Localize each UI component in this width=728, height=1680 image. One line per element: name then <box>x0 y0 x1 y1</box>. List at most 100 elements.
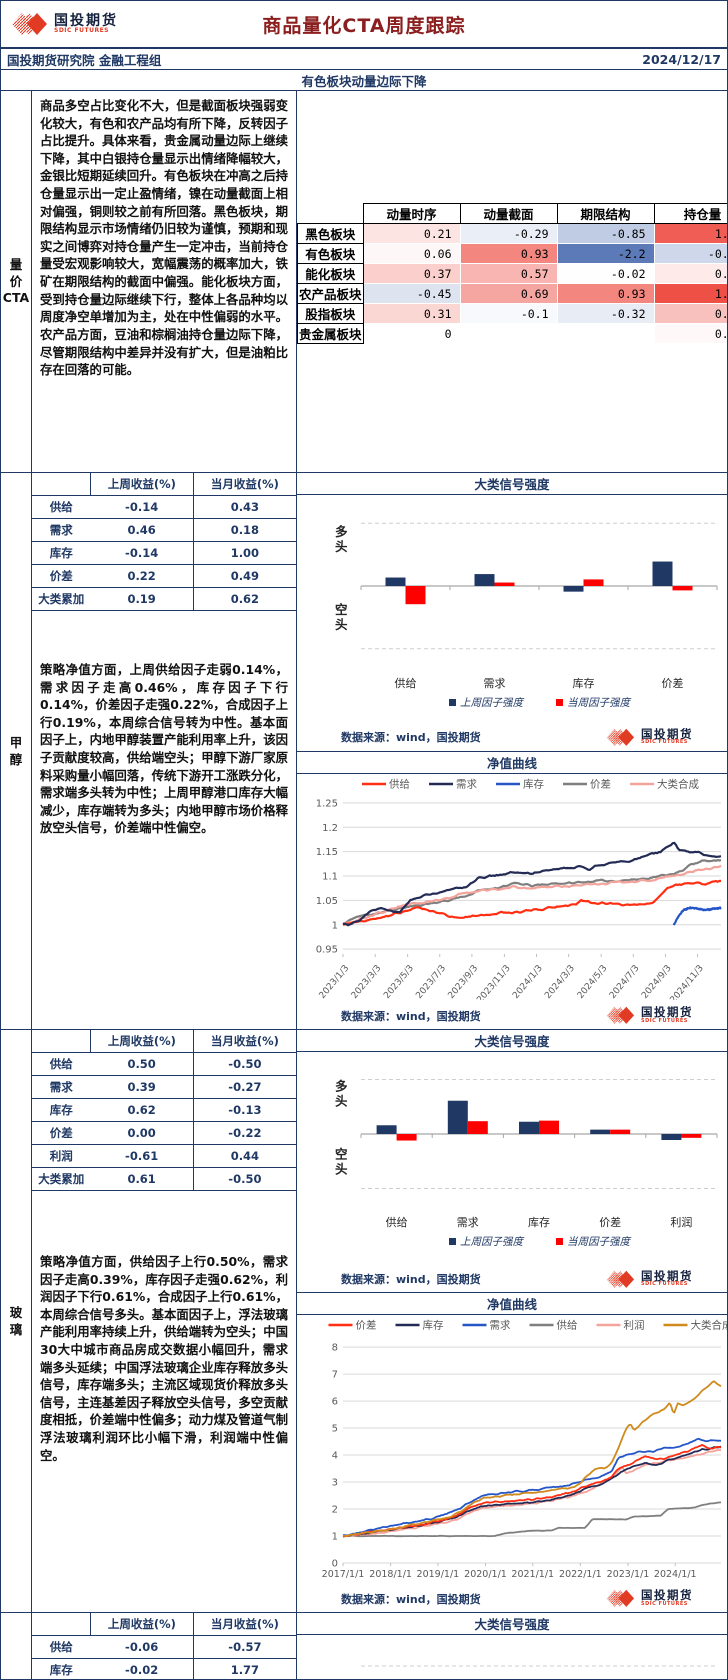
bar <box>672 586 693 591</box>
heatmap-row-label: 黑色板块 <box>297 223 364 244</box>
logo-cn: 国投期货 <box>641 1005 693 1020</box>
heatmap-cell: -0.1 <box>459 303 558 324</box>
returns-corner-cell <box>32 1030 91 1053</box>
x-tick-label: 2023/1/3 <box>318 963 352 999</box>
next-chart-col: 大类信号强度 多头 <box>297 1613 727 1679</box>
heatmap-cell: 0.37 <box>362 263 461 284</box>
x-tick-label: 2024/3/3 <box>543 963 577 999</box>
heatmap-row-label: 贵金属板块 <box>297 323 364 344</box>
returns-column-header: 当月收益(%) <box>192 1030 296 1053</box>
momentum-text-col: 商品多空占比变化不大，但是截面板块强弱变化较大，有色和农产品均有所下降，反转因子… <box>32 91 297 472</box>
next-signal-chart-partial: 多头 <box>361 1665 717 1667</box>
y-tick-label: 2 <box>332 1505 338 1516</box>
axis-direction-char: 多 <box>335 524 348 539</box>
y-tick-label: 8 <box>332 1343 338 1354</box>
y-tick-label: 1 <box>332 920 338 931</box>
return-value: -0.57 <box>192 1635 296 1659</box>
factor-label: 供给 <box>49 500 73 514</box>
momentum-heatmap-table: 动量时序动量截面期限结构持仓量黑色板块0.21-0.29-0.851.25有色板… <box>297 203 727 344</box>
y-tick-label: 0 <box>332 1559 338 1570</box>
legend-swatch <box>449 699 456 706</box>
heatmap-column-header: 动量时序 <box>362 203 461 224</box>
bar <box>681 1134 702 1138</box>
logo-diamond <box>618 728 635 746</box>
bar <box>405 586 426 605</box>
methanol-text-col: 上周收益(%) 当月收益(%) 供给 -0.14 0.43 需求 0.46 0.18 库存 -0.… <box>32 473 297 1029</box>
category-label: 需求 <box>484 677 506 690</box>
bar <box>583 579 604 586</box>
factor-label: 利润 <box>49 1149 73 1163</box>
return-value: 0.50 <box>127 1057 156 1071</box>
factor-label: 库存 <box>49 1103 73 1117</box>
axis-direction-char: 头 <box>335 1093 348 1108</box>
bar <box>590 1129 611 1134</box>
table-row: 供给 0.50 -0.50 <box>32 1052 296 1076</box>
factor-label: 价差 <box>49 1126 73 1140</box>
legend-label: 大类合成 <box>691 1319 728 1332</box>
report-date: 2024/12/17 <box>642 51 721 67</box>
heatmap-header-row: 动量时序 动量截面 期限结构 持仓量 <box>298 203 727 224</box>
heatmap-row-label: 有色板块 <box>297 243 364 264</box>
bar <box>376 1125 397 1134</box>
y-tick-label: 3 <box>332 1478 338 1489</box>
heatmap-head: 动量时序 动量截面 期限结构 持仓量 <box>298 203 727 224</box>
return-value: 0.46 <box>127 523 156 537</box>
source-row: 数据来源：wind，国投期货 国投期货 SDIC FUTURES <box>297 1587 727 1612</box>
heatmap-cell: -0.02 <box>556 263 655 284</box>
logo-en: SDIC FUTURES <box>641 739 688 746</box>
returns-head: 上周收益(%) 当月收益(%) <box>32 1030 296 1053</box>
sdic-futures-logo: 国投期货 SDIC FUTURES <box>596 728 693 747</box>
axis-direction-char: 空 <box>335 602 348 617</box>
legend-label: 需求 <box>456 778 477 790</box>
returns-column-header: 上周收益(%) <box>90 473 194 496</box>
heatmap-cell: 0.16 <box>653 263 727 284</box>
x-tick-label: 2019/1/1 <box>417 1569 460 1580</box>
heatmap-cell: -0.29 <box>459 223 558 244</box>
section-label-methanol: 甲醇 <box>1 473 32 1029</box>
table-row: 库存 -0.14 1.00 <box>32 541 296 565</box>
heatmap-cell: 0.93 <box>459 243 558 264</box>
heatmap-cell: 0.21 <box>362 223 461 244</box>
return-value: 0.49 <box>192 564 296 588</box>
x-tick-label: 2024/1/3 <box>511 963 545 999</box>
bar <box>661 1134 682 1140</box>
legend-label: 库存 <box>423 1319 444 1332</box>
x-tick-label: 2024/9/3 <box>640 963 674 999</box>
x-tick-label: 2021/1/1 <box>511 1569 554 1580</box>
momentum-commentary: 商品多空占比变化不大，但是截面板块强弱变化较大，有色和农产品均有所下降，反转因子… <box>40 98 288 378</box>
section-label-line: 璃 <box>9 1321 23 1337</box>
logo-diamonds-icon <box>12 13 47 35</box>
logo-diamonds-icon <box>607 1270 635 1288</box>
data-source-text: 数据来源：wind，国投期货 <box>341 731 481 745</box>
source-row: 数据来源：wind，国投期货 国投期货 SDIC FUTURES <box>297 1268 727 1293</box>
returns-header-row: 上周收益(%) 当月收益(%) <box>32 473 296 496</box>
heatmap-cell: -0.85 <box>556 223 655 244</box>
category-label: 库存 <box>573 676 595 690</box>
glass-nav-chart: 0 1 2 3 4 5 6 7 8 2017/1/1 2018/1/1 2019/1/1 2020/1/… <box>297 1315 727 1612</box>
table-row: 库存 0.62 -0.13 <box>32 1098 296 1122</box>
axis-direction-char: 头 <box>335 617 348 632</box>
glass-returns-table: 上周收益(%) 当月收益(%) 供给 0.50 -0.50 需求 0.39 -0.27 库存 0.… <box>32 1030 296 1191</box>
legend-label: 库存 <box>523 777 544 790</box>
table-row: 需求 0.39 -0.27 <box>32 1075 296 1099</box>
section-label-line: 量 <box>9 256 23 272</box>
y-tick-label: 1 <box>332 1532 338 1543</box>
table-row: 大类累加 0.61 -0.50 <box>32 1167 296 1191</box>
x-tick-label: 2023/11/3 <box>475 963 512 999</box>
legend-label: 大类合成 <box>657 777 699 790</box>
return-value: -0.27 <box>192 1075 296 1099</box>
factor-label: 供给 <box>49 1640 73 1654</box>
section-label-line: 醇 <box>9 751 23 767</box>
logo-en: SDIC FUTURES <box>54 27 110 34</box>
logo-diamond <box>27 13 47 35</box>
glass-signal-chart: 供给 需求 库存 价差 利润 多头 空头 上周因子强度 当周因子强度 数据来源：wind，国投期货… <box>297 1052 727 1292</box>
logo-en: SDIC FUTURES <box>641 1600 688 1607</box>
logo-text: 国投期货 SDIC FUTURES <box>54 14 118 34</box>
data-source-text: 数据来源：wind，国投期货 <box>341 1009 481 1023</box>
return-value: -0.50 <box>192 1167 296 1191</box>
x-tick-label: 2024/7/3 <box>608 963 642 999</box>
nav-series-line <box>342 1438 722 1537</box>
return-value: -0.13 <box>192 1098 296 1122</box>
